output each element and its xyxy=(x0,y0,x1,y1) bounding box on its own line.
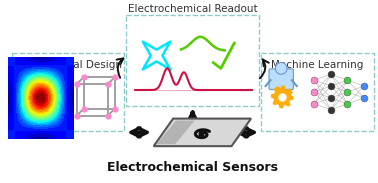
Bar xyxy=(126,15,259,106)
Polygon shape xyxy=(154,119,251,146)
Text: Electrochemical Sensors: Electrochemical Sensors xyxy=(107,161,278,174)
FancyBboxPatch shape xyxy=(269,69,293,89)
Text: Machine Learning: Machine Learning xyxy=(271,60,363,70)
Text: Experimental Design: Experimental Design xyxy=(14,60,122,70)
Bar xyxy=(261,53,374,131)
Circle shape xyxy=(275,62,287,74)
Polygon shape xyxy=(156,121,195,144)
Polygon shape xyxy=(271,86,293,108)
Bar xyxy=(12,53,124,131)
Text: Electrochemical Readout: Electrochemical Readout xyxy=(128,4,257,14)
